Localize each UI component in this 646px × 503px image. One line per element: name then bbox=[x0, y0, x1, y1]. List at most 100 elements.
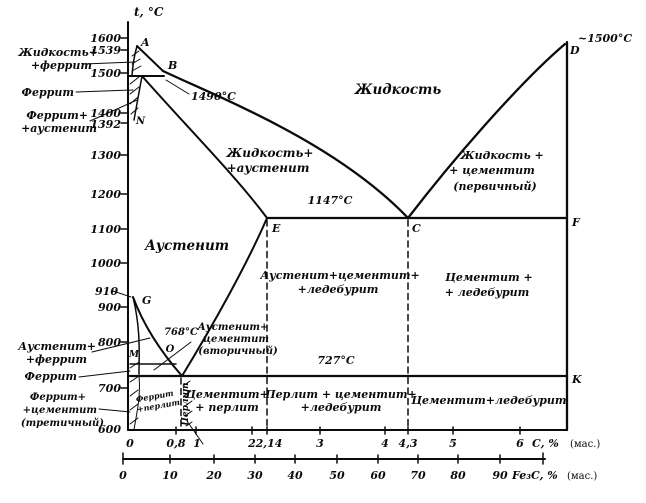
fe3c-tick-20: 20 bbox=[205, 469, 222, 482]
pointer-ferrit-aust bbox=[89, 99, 138, 122]
fe3c-tick-60: 60 bbox=[370, 469, 386, 482]
axes-frame bbox=[120, 21, 569, 465]
liquidus-BC bbox=[161, 69, 410, 220]
liquidus-AB bbox=[136, 45, 164, 72]
pointer-liq-ferrit bbox=[83, 61, 136, 65]
temp-tick-1392: 1392 bbox=[90, 118, 121, 131]
carbon-axis-labels: 0 0,8 1 2 2,14 3 4 4,3 5 6 С, % (мас.) bbox=[126, 437, 600, 450]
region-liq-cem-2: + цементит bbox=[449, 164, 535, 177]
liquidus-CD bbox=[406, 42, 567, 220]
temp-tick-1500: 1500 bbox=[90, 67, 121, 80]
region-cem-perlit-2: + перлит bbox=[195, 401, 258, 414]
c-tick-2-14: 2,14 bbox=[255, 437, 283, 450]
region-liq-cem-1: Жидкость + bbox=[459, 149, 544, 162]
curve-GS bbox=[132, 296, 183, 377]
region-aust-cem-sec-1: Аустенит+ bbox=[197, 322, 269, 333]
phase-boundaries bbox=[128, 42, 569, 431]
point-N: N bbox=[135, 116, 146, 127]
temp-tick-1300: 1300 bbox=[90, 149, 121, 162]
side-aust-ferrit-1: Аустенит+ bbox=[17, 340, 96, 353]
temp-tick-700: 700 bbox=[98, 382, 121, 395]
region-liq-aust-2: +аустенит bbox=[227, 161, 310, 175]
carbon-axis-ticks bbox=[175, 426, 521, 435]
pointer-ferrit-top bbox=[75, 89, 134, 93]
side-ferrit-aust-1: Феррит+ bbox=[26, 109, 88, 122]
fe3c-axis-labels: 0 10 20 30 40 50 60 70 80 90 Fe₃C, % (ма… bbox=[119, 469, 597, 482]
line-NJ bbox=[133, 75, 143, 121]
point-D: D bbox=[569, 44, 580, 57]
side-labels: Жидкость+ +феррит Феррит Феррит+ +аустен… bbox=[17, 46, 104, 429]
temp-tick-1200: 1200 bbox=[90, 188, 121, 201]
pointer-perlit-leader bbox=[186, 420, 204, 445]
temp-axis-title: t, °C bbox=[134, 5, 164, 19]
c-tick-0: 0 bbox=[126, 437, 134, 450]
fe3c-tick-40: 40 bbox=[287, 469, 303, 482]
c-tick-1: 1 bbox=[193, 437, 201, 450]
pointer-aust-ferrit bbox=[91, 337, 151, 353]
fe3c-axis-ticks bbox=[122, 452, 544, 465]
temp-tick-1539: 1539 bbox=[90, 44, 121, 57]
hatch-perlite-strip bbox=[182, 380, 193, 427]
pointer-ferrit-bottom bbox=[78, 370, 131, 378]
temp-tick-910: 910 bbox=[95, 285, 118, 298]
line-PQ-tertiary bbox=[133, 375, 140, 431]
region-cem-led-upper-2: + ледебурит bbox=[445, 286, 530, 299]
dashed-verticals bbox=[180, 219, 409, 431]
pointer-lines bbox=[75, 61, 204, 445]
point-O: O bbox=[166, 344, 175, 355]
point-M: M bbox=[128, 350, 140, 360]
c-tick-0-8: 0,8 bbox=[166, 437, 185, 450]
fe3c-axis-unit: (мас.) bbox=[567, 471, 597, 482]
region-perlit-vertical: Перлит bbox=[181, 382, 191, 426]
point-labels: A B D E C F K G N M O bbox=[128, 36, 582, 386]
region-cem-led-lower: Цементит+ледебурит bbox=[410, 394, 566, 407]
region-aust-cem-led-1: Аустенит+цементит+ bbox=[259, 269, 420, 282]
side-liq-ferrit-2: +феррит bbox=[31, 59, 92, 72]
pointer-1490 bbox=[165, 79, 190, 95]
fe3c-tick-10: 10 bbox=[162, 469, 178, 482]
c-tick-4-3: 4,3 bbox=[398, 437, 417, 450]
c-tick-6: 6 bbox=[516, 437, 524, 450]
c-tick-3: 3 bbox=[316, 437, 324, 450]
side-ferrit-cem-tert-3: (третичный) bbox=[21, 418, 104, 429]
c-tick-2: 2 bbox=[247, 437, 256, 450]
point-K: K bbox=[571, 373, 582, 386]
temp-axis-labels: t, °C 1600 1539 1500 1400 1392 1300 1200… bbox=[90, 5, 164, 436]
point-G: G bbox=[142, 294, 151, 307]
point-C: C bbox=[412, 222, 421, 235]
side-ferrit-cem-tert-2: +цементит bbox=[23, 405, 97, 416]
point-E: E bbox=[271, 222, 281, 235]
pointer-910 bbox=[112, 290, 132, 298]
temp-tick-900: 900 bbox=[98, 301, 121, 314]
hatch-delta-gamma-wedge bbox=[129, 76, 140, 115]
pointer-768 bbox=[153, 341, 192, 371]
temp-tick-1100: 1100 bbox=[90, 223, 121, 236]
fe3c-tick-0: 0 bbox=[119, 469, 127, 482]
point-A: A bbox=[140, 36, 150, 49]
carbon-axis-title: С, % bbox=[532, 437, 559, 450]
temperature-annotations: 1490°C ~1500°C 1147°C 727°C 768°C bbox=[164, 32, 632, 367]
label-1147C: 1147°C bbox=[308, 194, 353, 207]
region-cem-led-upper-1: Цементит + bbox=[444, 271, 532, 284]
point-B: B bbox=[167, 59, 177, 72]
fe3c-axis-title: Fe₃C, % bbox=[511, 469, 558, 482]
hatch-ferrite-strip bbox=[129, 361, 140, 425]
side-ferrit-aust-2: +аустенит bbox=[21, 122, 97, 135]
fe3c-tick-50: 50 bbox=[329, 469, 345, 482]
region-cem-perlit-1: Цементит+ bbox=[184, 388, 269, 401]
label-1490C: 1490°C bbox=[191, 90, 236, 103]
fe3c-tick-30: 30 bbox=[247, 469, 263, 482]
region-labels: Жидкость Жидкость+ +аустенит Жидкость + … bbox=[135, 82, 567, 427]
region-ferrit-perlit: Феррит +перлит bbox=[135, 388, 181, 414]
label-768C: 768°C bbox=[164, 327, 198, 338]
temp-tick-600: 600 bbox=[98, 423, 121, 436]
c-tick-4: 4 bbox=[381, 437, 389, 450]
region-liquid: Жидкость bbox=[354, 82, 442, 98]
fe3c-tick-70: 70 bbox=[410, 469, 426, 482]
temp-tick-800: 800 bbox=[98, 336, 121, 349]
region-aust-cem-led-2: +ледебурит bbox=[298, 283, 379, 296]
side-ferrit-top: Феррит bbox=[22, 86, 74, 99]
region-aust-cem-sec-2: цементит bbox=[203, 334, 269, 345]
carbon-axis-unit: (мас.) bbox=[570, 439, 600, 450]
